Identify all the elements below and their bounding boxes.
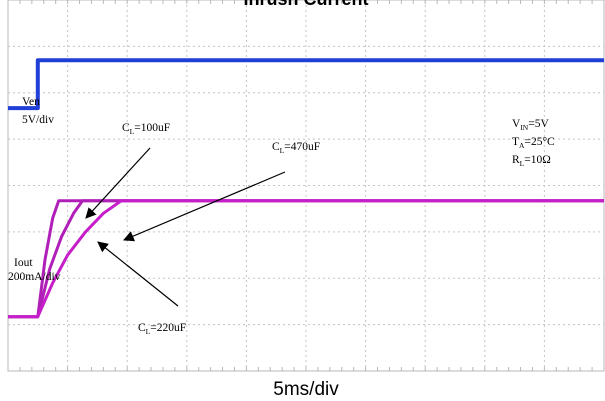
trace-cl-470uf — [8, 199, 604, 319]
ven-label: Ven — [22, 96, 40, 108]
arrow-cl100 — [85, 147, 151, 219]
condition-ta: TA=25°C — [512, 136, 555, 150]
cl100-annotation: CL=100uF — [122, 122, 170, 136]
chart-title: Inrush Current — [243, 0, 368, 9]
condition-rl: RL=10Ω — [512, 154, 551, 168]
arrow-cl470 — [123, 171, 286, 242]
ven-scale-label: 5V/div — [22, 114, 54, 126]
condition-vin: VIN=5V — [512, 118, 549, 132]
cl470-annotation: CL=470uF — [272, 141, 320, 155]
arrow-cl220 — [97, 241, 179, 307]
cl220-annotation: CL=220uF — [138, 322, 186, 336]
iout-scale-label: 200mA/div — [8, 271, 61, 283]
annotation-arrows — [85, 147, 286, 307]
grid-ticks — [7, 0, 605, 371]
iout-label: Iout — [14, 257, 33, 269]
x-axis-label: 5ms/div — [273, 379, 339, 400]
trace-ven — [8, 58, 604, 111]
traces — [8, 58, 604, 319]
